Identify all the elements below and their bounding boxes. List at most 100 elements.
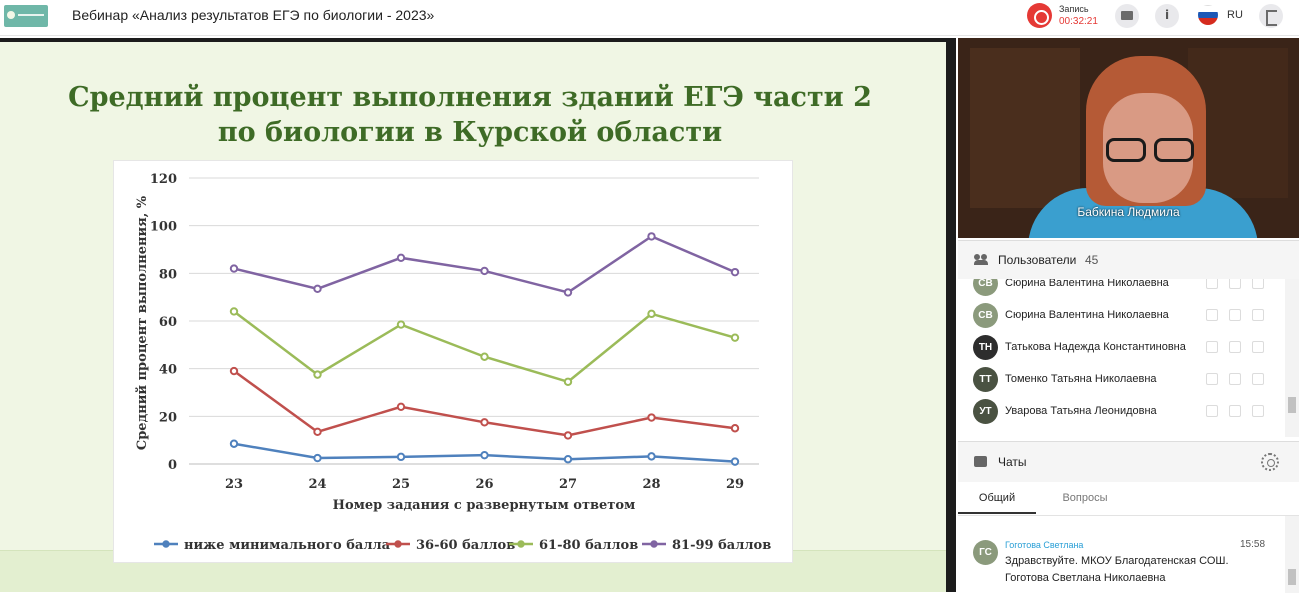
x-tick-label: 29 <box>726 477 744 492</box>
microphone-icon[interactable] <box>1206 279 1218 289</box>
user-avatar: УТ <box>973 399 998 424</box>
data-point <box>229 366 239 376</box>
russian-flag-icon[interactable] <box>1198 5 1218 25</box>
data-point <box>396 452 406 462</box>
microphone-icon[interactable] <box>1206 373 1218 385</box>
data-point <box>396 253 406 263</box>
data-point <box>730 424 740 433</box>
data-point <box>229 307 239 316</box>
screen-icon[interactable] <box>1252 341 1264 353</box>
line-chart: 0 20 40 60 80 100 120 23 24 25 26 27 28 29 Номер задан… <box>135 172 771 553</box>
chart-container: 0 20 40 60 80 100 120 23 24 25 26 27 28 29 Номер задан… <box>113 160 793 563</box>
user-avatar: ТТ <box>973 367 998 392</box>
language-selector[interactable]: RU <box>1227 9 1243 21</box>
chat-scrollbar-thumb[interactable] <box>1288 569 1296 585</box>
presentation-area: Средний процент выполнения зданий ЕГЭ ча… <box>0 38 956 592</box>
slide-title-line-1: Средний процент выполнения зданий ЕГЭ ча… <box>68 82 872 113</box>
data-point <box>563 288 573 297</box>
data-point <box>563 377 573 386</box>
x-tick-label: 26 <box>475 477 493 492</box>
x-tick-label: 25 <box>392 477 410 492</box>
users-title: Пользователи <box>998 253 1077 267</box>
webinar-title: Вебинар «Анализ результатов ЕГЭ по биоло… <box>72 7 435 23</box>
user-row[interactable]: СВ Сюрина Валентина Николаевна <box>958 299 1285 331</box>
top-bar: Вебинар «Анализ результатов ЕГЭ по биоло… <box>0 0 1299 36</box>
message-time: 15:58 <box>1240 539 1266 550</box>
users-scrollbar[interactable] <box>1285 279 1299 437</box>
microphone-icon[interactable] <box>1206 405 1218 417</box>
exit-icon[interactable] <box>1259 4 1283 28</box>
user-row[interactable]: УТ Уварова Татьяна Леонидовна <box>958 395 1285 427</box>
legend-label: 36-60 баллов <box>416 538 515 553</box>
screen-icon[interactable] <box>1252 373 1264 385</box>
x-axis-label: Номер задания с развернутым ответом <box>333 498 636 513</box>
legend-marker <box>517 540 525 548</box>
data-point <box>396 402 406 412</box>
slide-title: Средний процент выполнения зданий ЕГЭ ча… <box>40 80 900 150</box>
data-point <box>313 284 322 294</box>
camera-icon[interactable] <box>1229 373 1241 385</box>
data-point <box>313 427 322 437</box>
data-point <box>229 439 239 448</box>
user-avatar: ТН <box>973 335 998 360</box>
user-name: Татькова Надежда Константиновна <box>1005 341 1186 353</box>
legend-marker <box>650 540 658 548</box>
y-tick-label: 60 <box>159 315 177 330</box>
data-point <box>480 418 489 427</box>
tab-general[interactable]: Общий <box>958 482 1036 514</box>
y-tick-label: 40 <box>159 363 177 378</box>
chat-divider <box>958 515 1299 516</box>
legend-label: 81-99 баллов <box>672 538 771 553</box>
user-avatar: СВ <box>973 303 998 328</box>
user-name: Сюрина Валентина Николаевна <box>1005 309 1169 321</box>
data-point <box>229 264 239 273</box>
user-name: Сюрина Валентина Николаевна <box>1005 279 1169 289</box>
x-tick-label: 24 <box>308 477 326 492</box>
users-list: СВ Сюрина Валентина Николаевна СВ Сюрина Ва… <box>958 279 1285 437</box>
chat-scrollbar[interactable] <box>1285 516 1299 593</box>
info-icon[interactable] <box>1155 4 1179 28</box>
data-point <box>647 413 656 422</box>
data-point <box>647 452 656 461</box>
screen-icon[interactable] <box>1252 279 1264 289</box>
screen-icon[interactable] <box>1252 405 1264 417</box>
y-tick-label: 100 <box>150 220 177 235</box>
users-scrollbar-thumb[interactable] <box>1288 397 1296 413</box>
y-tick-label: 120 <box>150 172 177 187</box>
y-tick-label: 0 <box>168 458 177 473</box>
legend-label: 61-80 баллов <box>539 538 638 553</box>
user-row[interactable]: ТН Татькова Надежда Константиновна <box>958 331 1285 363</box>
x-tick-label: 27 <box>559 477 577 492</box>
camera-icon[interactable] <box>1229 405 1241 417</box>
camera-icon[interactable] <box>1229 279 1241 289</box>
x-tick-label: 28 <box>642 477 660 492</box>
data-point <box>480 450 489 460</box>
app-logo[interactable] <box>4 5 48 27</box>
camera-icon[interactable] <box>1229 309 1241 321</box>
data-point <box>480 352 489 361</box>
message-text: Здравствуйте. МКОУ Благодатенская СОШ. Г… <box>1005 555 1229 584</box>
slide: Средний процент выполнения зданий ЕГЭ ча… <box>0 42 946 592</box>
user-avatar: СВ <box>973 279 998 296</box>
tab-questions[interactable]: Вопросы <box>1062 492 1108 504</box>
microphone-icon[interactable] <box>1206 309 1218 321</box>
data-point <box>313 370 322 379</box>
settings-gear-icon[interactable] <box>1261 453 1279 471</box>
legend-label: ниже минимального балла <box>184 538 391 553</box>
data-point <box>730 457 740 466</box>
speaker-video[interactable]: Бабкина Людмила <box>958 38 1299 238</box>
user-row[interactable]: ТТ Томенко Татьяна Николаевна <box>958 363 1285 395</box>
folder-icon[interactable] <box>1115 4 1139 28</box>
record-button[interactable] <box>1027 3 1052 28</box>
screen-icon[interactable] <box>1252 309 1264 321</box>
users-panel: Пользователи 45 СВ Сюрина Валентина Никол… <box>958 240 1299 437</box>
data-point <box>313 453 322 463</box>
users-header[interactable]: Пользователи 45 <box>958 241 1299 279</box>
microphone-icon[interactable] <box>1206 341 1218 353</box>
user-name: Томенко Татьяна Николаевна <box>1005 373 1157 385</box>
slide-title-line-2: по биологии в Курской области <box>217 117 723 148</box>
user-row[interactable]: СВ Сюрина Валентина Николаевна <box>958 279 1285 299</box>
record-timer: 00:32:21 <box>1059 16 1098 27</box>
y-axis-label: Средний процент выполнения, % <box>135 195 150 450</box>
camera-icon[interactable] <box>1229 341 1241 353</box>
